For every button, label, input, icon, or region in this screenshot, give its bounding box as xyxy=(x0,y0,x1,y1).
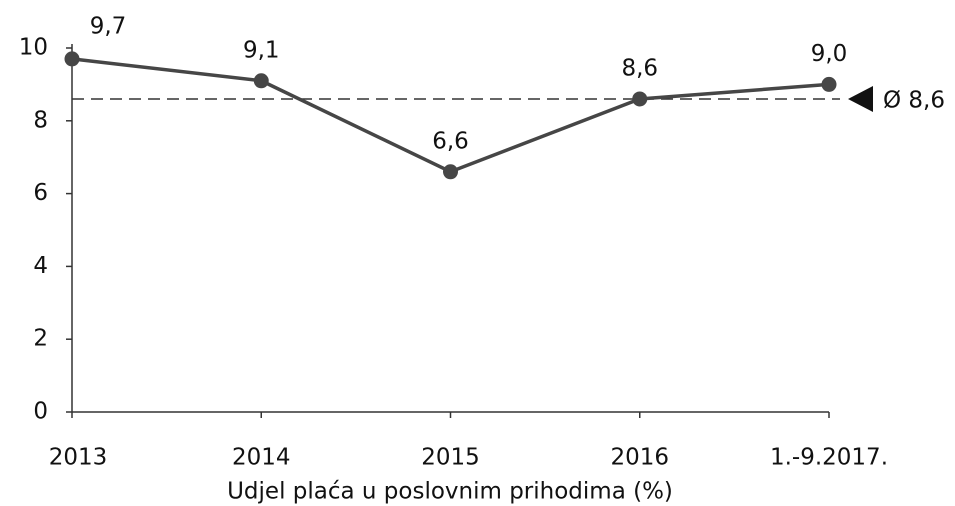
average-marker xyxy=(848,85,873,112)
data-label: 8,6 xyxy=(621,55,658,81)
series-line xyxy=(71,57,830,174)
x-axis-label: Udjel plaća u poslovnim prihodima (%) xyxy=(227,479,673,505)
x-tick-label: 2013 xyxy=(49,445,108,471)
x-tick-label: 2014 xyxy=(232,445,291,471)
data-label: 6,6 xyxy=(432,128,469,154)
data-point xyxy=(443,164,458,180)
data-label: 9,7 xyxy=(90,13,127,39)
y-tick-label: 8 xyxy=(33,107,48,133)
y-tick-label: 4 xyxy=(33,253,48,279)
y-tick-label: 6 xyxy=(33,180,48,206)
data-point xyxy=(64,51,80,67)
y-tick-label: 2 xyxy=(33,326,48,352)
x-tick-label: 2016 xyxy=(610,445,669,471)
y-tick-label: 10 xyxy=(19,35,48,61)
average-label: Ø 8,6 xyxy=(883,87,945,113)
data-point xyxy=(821,76,837,92)
data-label: 9,1 xyxy=(243,37,280,63)
data-label: 9,0 xyxy=(811,41,848,67)
data-point xyxy=(632,91,648,107)
data-point xyxy=(253,73,269,89)
y-tick-label: 0 xyxy=(33,399,48,425)
x-tick-label: 2015 xyxy=(421,445,480,471)
x-tick-label: 1.-9.2017. xyxy=(770,445,888,471)
